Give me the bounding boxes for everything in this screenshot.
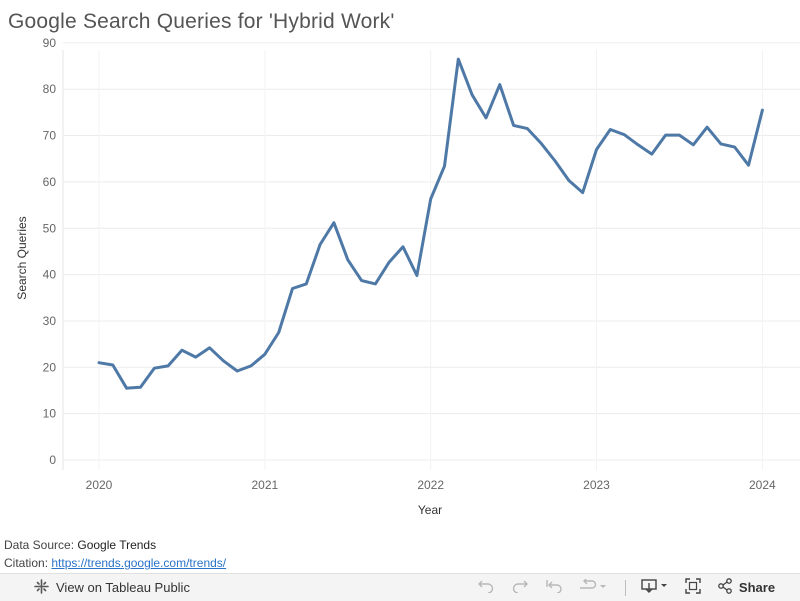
refresh-icon bbox=[578, 577, 608, 596]
undo-icon bbox=[477, 579, 495, 596]
view-on-tableau-public-button[interactable]: View on Tableau Public bbox=[34, 578, 190, 597]
data-source-label: Data Source: bbox=[4, 538, 78, 552]
source-block: Data Source: Google Trends Citation: htt… bbox=[4, 536, 226, 572]
x-axis-title: Year bbox=[418, 503, 442, 517]
gridlines bbox=[63, 42, 800, 470]
y-tick-label: 40 bbox=[43, 268, 57, 282]
y-axis-title: Search Queries bbox=[15, 216, 29, 299]
share-button[interactable]: Share bbox=[710, 574, 782, 601]
revert-button[interactable] bbox=[537, 574, 571, 601]
y-tick-label: 10 bbox=[43, 407, 57, 421]
toolbar-actions: Share bbox=[469, 574, 800, 601]
tableau-toolbar: View on Tableau Public bbox=[0, 573, 800, 601]
y-tick-label: 80 bbox=[43, 82, 57, 96]
tableau-icon bbox=[34, 578, 56, 597]
x-axis-ticks: 2020 2021 2022 2023 2024 bbox=[86, 478, 776, 492]
y-tick-label: 20 bbox=[43, 360, 57, 374]
x-tick-label: 2020 bbox=[86, 478, 113, 492]
x-tick-label: 2024 bbox=[749, 478, 776, 492]
y-tick-label: 70 bbox=[43, 129, 57, 143]
fullscreen-button[interactable] bbox=[676, 574, 710, 601]
citation-line: Citation: https://trends.google.com/tren… bbox=[4, 554, 226, 572]
citation-label: Citation: bbox=[4, 556, 52, 570]
y-tick-label: 0 bbox=[49, 453, 56, 467]
x-tick-label: 2023 bbox=[583, 478, 610, 492]
y-tick-label: 90 bbox=[43, 36, 57, 50]
x-tick-label: 2021 bbox=[251, 478, 278, 492]
refresh-dropdown-button[interactable] bbox=[571, 574, 615, 601]
citation-link[interactable]: https://trends.google.com/trends/ bbox=[51, 556, 227, 570]
view-on-tableau-label: View on Tableau Public bbox=[56, 580, 190, 595]
line-chart: 0 10 20 30 40 50 60 70 80 90 2020 2021 2022 2023 2024… bbox=[15, 36, 800, 517]
download-button[interactable] bbox=[636, 574, 676, 601]
redo-icon bbox=[511, 579, 529, 596]
undo-button[interactable] bbox=[469, 574, 503, 601]
chart-title: Google Search Queries for 'Hybrid Work' bbox=[8, 10, 395, 33]
series-line bbox=[97, 57, 764, 390]
fullscreen-icon bbox=[685, 578, 701, 597]
revert-icon bbox=[545, 579, 563, 596]
toolbar-divider bbox=[625, 579, 626, 596]
redo-button[interactable] bbox=[503, 574, 537, 601]
share-label: Share bbox=[738, 580, 776, 595]
data-source-line: Data Source: Google Trends bbox=[4, 536, 226, 554]
download-icon bbox=[640, 578, 672, 597]
y-tick-label: 30 bbox=[43, 314, 57, 328]
data-source-value: Google Trends bbox=[77, 538, 157, 552]
y-axis-ticks: 0 10 20 30 40 50 60 70 80 90 bbox=[43, 36, 57, 467]
x-tick-label: 2022 bbox=[417, 478, 444, 492]
y-tick-label: 60 bbox=[43, 175, 57, 189]
share-icon bbox=[717, 578, 733, 597]
y-tick-label: 50 bbox=[43, 221, 57, 235]
